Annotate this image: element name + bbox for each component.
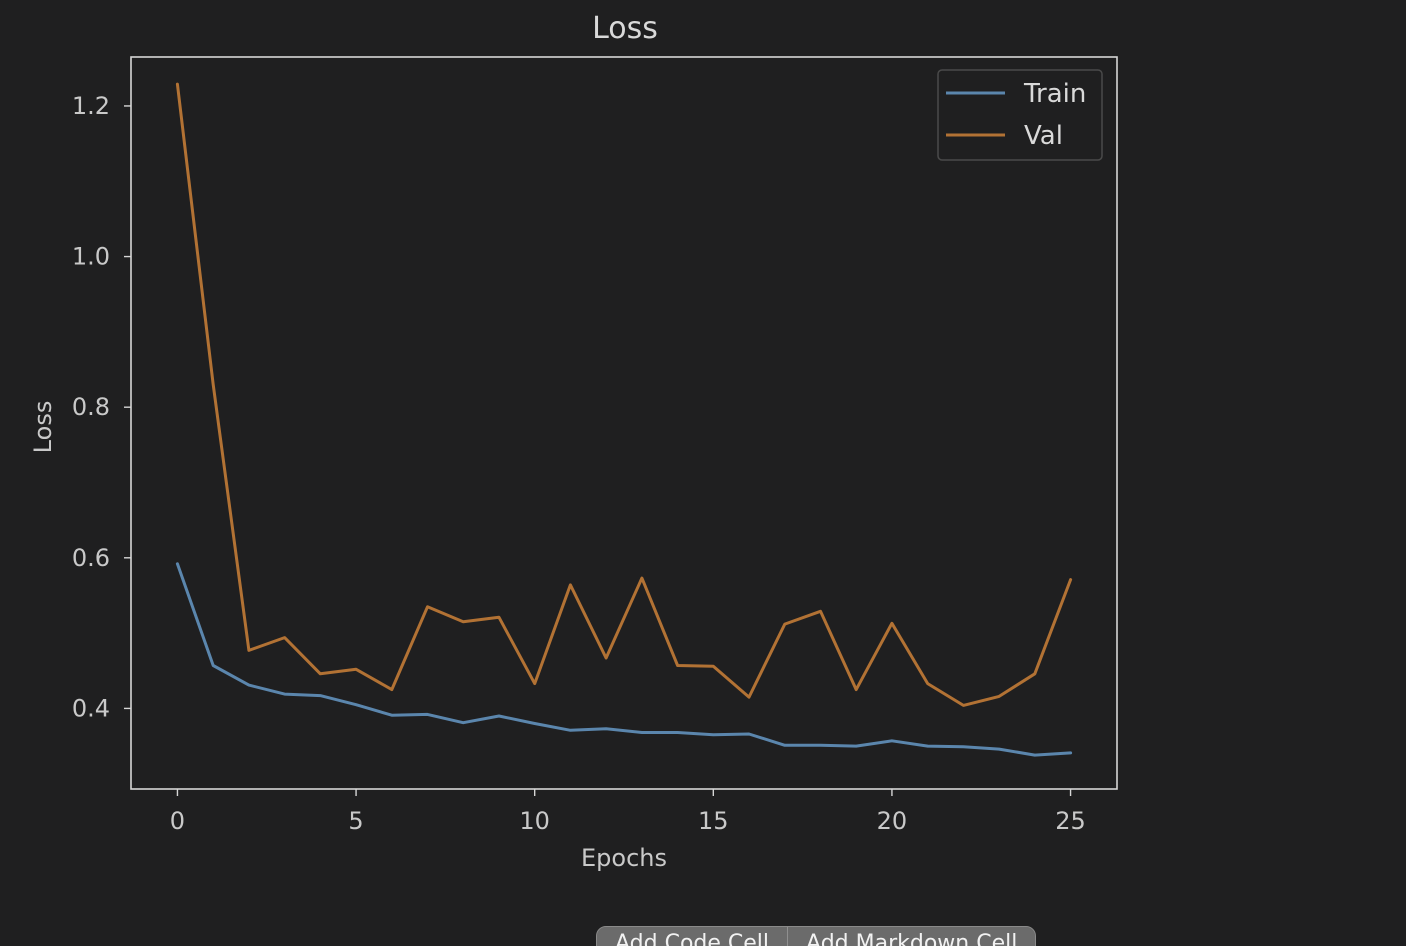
cell-toolbar: Add Code Cell Add Markdown Cell [596, 926, 1037, 946]
x-tick-label: 15 [698, 807, 729, 835]
x-axis-label: Epochs [581, 844, 667, 872]
x-tick-label: 10 [519, 807, 550, 835]
y-tick-label: 0.4 [72, 694, 110, 722]
x-tick-label: 5 [348, 807, 363, 835]
chart-title: Loss [592, 11, 658, 46]
series-line-train [175, 562, 1073, 757]
legend-label-train: Train [1023, 79, 1086, 109]
add-code-cell-button[interactable]: Add Code Cell [597, 927, 788, 946]
add-markdown-cell-button[interactable]: Add Markdown Cell [787, 927, 1036, 946]
legend: Train Val [937, 69, 1103, 161]
x-tick-label: 25 [1055, 807, 1086, 835]
axes-frame [130, 56, 1118, 790]
y-tick-label: 0.6 [72, 544, 110, 572]
x-axis: 0 5 10 15 20 25 [170, 789, 1086, 835]
plot-area [175, 82, 1073, 757]
y-tick-label: 0.8 [72, 393, 110, 421]
y-axis-label: Loss [29, 401, 57, 454]
x-tick-label: 20 [877, 807, 908, 835]
series-line-val [175, 82, 1073, 707]
x-tick-label: 0 [170, 807, 185, 835]
y-tick-label: 1.0 [72, 243, 110, 271]
y-tick-label: 1.2 [72, 92, 110, 120]
y-axis: 0.4 0.6 0.8 1.0 1.2 [72, 92, 131, 722]
legend-label-val: Val [1024, 121, 1063, 151]
loss-chart: Loss 0 5 10 15 20 25 0.4 0.6 0.8 1.0 1.2 Epochs L… [29, 11, 1118, 872]
